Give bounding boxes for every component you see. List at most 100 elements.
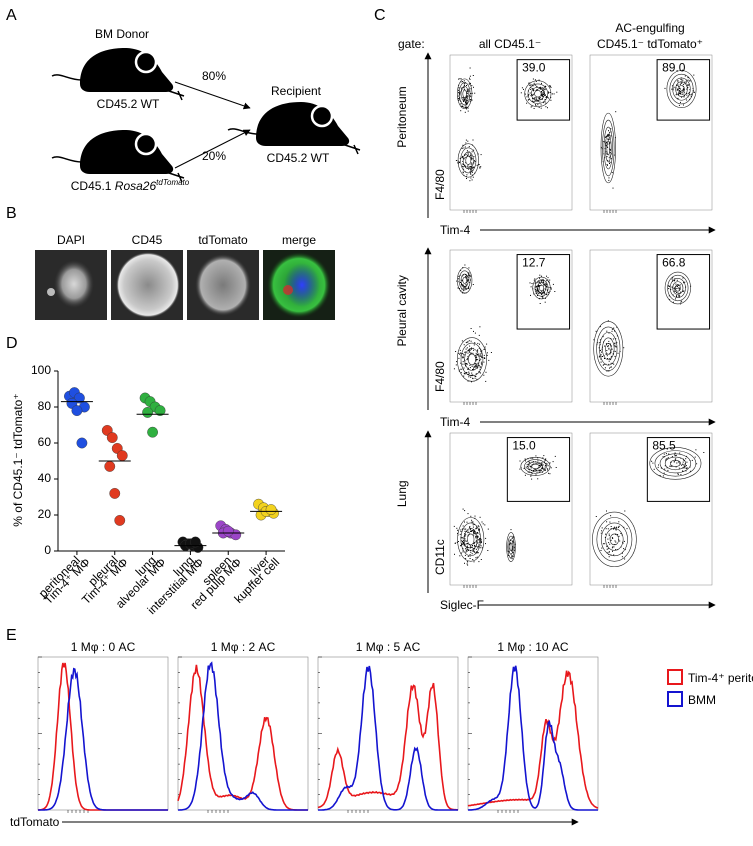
event-dot xyxy=(600,350,602,352)
event-dot xyxy=(527,471,529,473)
event-dot xyxy=(541,291,543,293)
event-dot xyxy=(539,277,540,279)
event-dot xyxy=(466,89,468,91)
event-dot xyxy=(611,172,613,174)
event-dot xyxy=(465,342,467,344)
event-dot xyxy=(550,288,552,290)
event-dot xyxy=(469,77,470,79)
event-dot xyxy=(668,295,670,297)
event-dot xyxy=(679,452,681,454)
event-dot xyxy=(614,526,616,528)
column-title: CD45.1⁻ tdTomato⁺ xyxy=(597,37,703,51)
event-dot xyxy=(469,547,471,549)
event-dot xyxy=(603,364,605,365)
event-dot xyxy=(460,78,462,80)
contour xyxy=(672,281,684,295)
event-dot xyxy=(480,351,482,353)
event-dot xyxy=(541,280,543,282)
event-dot xyxy=(606,145,607,147)
column-title: all CD45.1⁻ xyxy=(479,37,541,51)
event-dot xyxy=(544,293,546,295)
event-dot xyxy=(523,467,525,469)
event-dot xyxy=(687,84,689,86)
event-dot xyxy=(469,94,471,96)
event-dot xyxy=(543,102,545,104)
event-dot xyxy=(478,539,480,541)
event-dot xyxy=(685,467,687,469)
event-dot xyxy=(483,361,485,363)
event-dot xyxy=(458,99,460,101)
event-dot xyxy=(541,464,542,466)
event-dot xyxy=(457,287,459,289)
event-dot xyxy=(467,165,468,167)
event-dot xyxy=(470,279,471,281)
gate xyxy=(506,437,571,502)
y-tick-label: 0 xyxy=(44,543,51,557)
panel-label: C xyxy=(374,7,386,24)
event-dot xyxy=(606,330,608,332)
event-dot xyxy=(608,177,610,179)
event-dot xyxy=(457,532,458,534)
event-dot xyxy=(610,362,612,364)
event-dot xyxy=(539,303,541,304)
event-dot xyxy=(678,94,680,95)
event-dot xyxy=(466,347,468,349)
event-dot xyxy=(527,466,529,467)
event-dot xyxy=(476,359,477,360)
contour xyxy=(539,284,544,292)
contour xyxy=(460,522,481,557)
event-dot xyxy=(550,99,552,101)
event-dot xyxy=(469,526,471,528)
event-dot xyxy=(472,378,474,380)
event-dot xyxy=(612,546,614,548)
event-dot xyxy=(463,540,465,542)
donor2-gene: Rosa26 xyxy=(115,179,157,193)
event-dot xyxy=(684,463,686,465)
event-dot xyxy=(466,174,468,176)
event-dot xyxy=(476,526,478,528)
event-dot xyxy=(531,84,533,86)
event-dot xyxy=(462,81,464,82)
arrow xyxy=(174,129,251,169)
event-dot xyxy=(466,547,468,548)
event-dot xyxy=(470,177,472,179)
event-dot xyxy=(682,277,684,279)
event-dot xyxy=(466,108,468,110)
event-dot xyxy=(652,462,654,464)
event-dot xyxy=(478,561,480,563)
event-dot xyxy=(464,533,466,535)
event-dot xyxy=(672,301,674,303)
event-dot xyxy=(462,353,464,355)
dot xyxy=(154,405,166,416)
event-dot xyxy=(460,284,462,286)
event-dot xyxy=(547,469,549,471)
event-dot xyxy=(679,88,681,90)
event-dot xyxy=(541,87,543,89)
event-dot xyxy=(469,166,470,168)
event-dot xyxy=(525,466,527,468)
event-dot xyxy=(675,454,677,456)
event-dot xyxy=(472,526,474,528)
event-dot xyxy=(619,540,621,542)
event-dot xyxy=(667,469,669,471)
event-dot xyxy=(533,108,535,109)
event-dot xyxy=(455,351,457,352)
event-dot xyxy=(543,455,545,457)
event-dot xyxy=(614,344,616,346)
event-dot xyxy=(658,464,659,466)
event-dot xyxy=(622,542,624,544)
event-dot xyxy=(464,562,465,564)
event-dot xyxy=(473,365,475,367)
event-dot xyxy=(470,275,472,277)
event-dot xyxy=(473,561,475,563)
event-dot xyxy=(462,171,464,173)
event-dot xyxy=(469,349,471,351)
event-dot xyxy=(461,156,463,158)
event-dot xyxy=(512,540,514,542)
event-dot xyxy=(464,540,466,542)
event-dot xyxy=(475,546,477,547)
contour xyxy=(669,278,686,298)
event-dot xyxy=(475,352,477,354)
event-dot xyxy=(474,342,476,344)
event-dot xyxy=(466,90,468,92)
